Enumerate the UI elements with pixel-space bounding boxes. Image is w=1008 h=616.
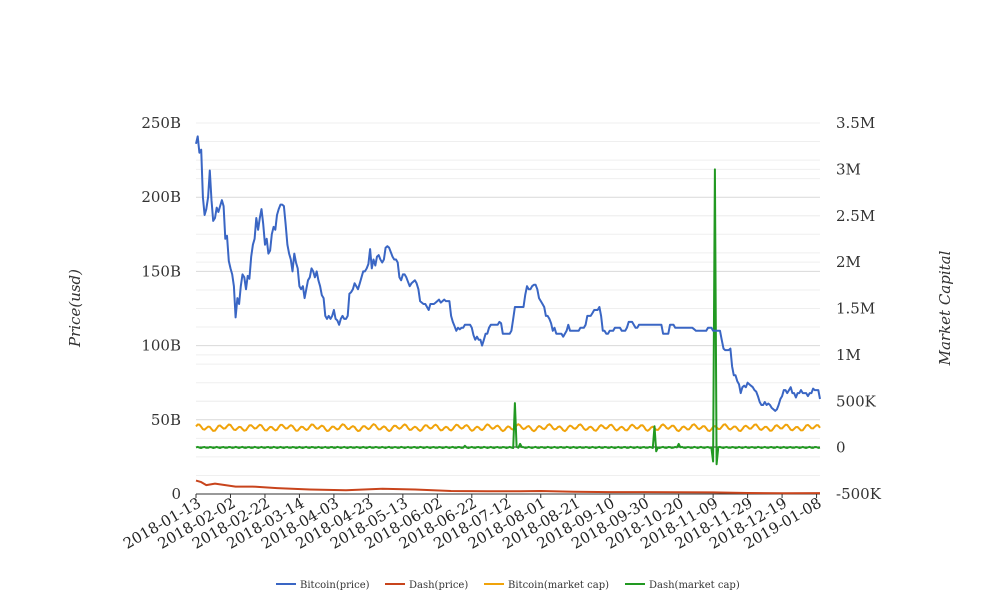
y-left-tick-label: 250B <box>141 114 181 132</box>
series-lines <box>195 135 821 495</box>
series-line-dash-market-cap <box>195 168 821 466</box>
legend-label: Dash(market cap) <box>649 580 740 591</box>
right-axis-ticks: -500K 0 500K 1M 1.5M 2M 2.5M 3M 3.5M <box>836 114 882 503</box>
legend: Bitcoin(price) Dash(price) Bitcoin(market … <box>276 580 740 591</box>
y-axis-left-title: Price(usd) <box>66 269 84 348</box>
y-left-tick-label: 0 <box>171 485 181 503</box>
legend-label: Bitcoin(price) <box>300 580 370 591</box>
series-line-dash-price <box>195 479 821 495</box>
gridlines <box>196 122 820 495</box>
y-right-tick-label: 0 <box>836 439 846 457</box>
left-axis-ticks: 0 50B 100B 150B 200B 250B <box>141 114 181 503</box>
y-right-tick-label: 1.5M <box>836 300 875 318</box>
y-axis-right-title: Market Capital <box>936 250 954 366</box>
x-axis-ticks: 2018-01-132018-02-022018-02-222018-03-14… <box>120 494 824 553</box>
y-right-tick-label: 3M <box>836 160 861 178</box>
y-right-tick-label: 2M <box>836 253 861 271</box>
legend-label: Dash(price) <box>409 580 468 591</box>
series-line-bitcoin-price <box>195 135 821 412</box>
y-right-tick-label: -500K <box>836 485 882 503</box>
y-right-tick-label: 3.5M <box>836 114 875 132</box>
y-right-tick-label: 500K <box>836 392 877 410</box>
legend-label: Bitcoin(market cap) <box>508 580 609 591</box>
y-left-tick-label: 50B <box>151 411 181 429</box>
y-right-tick-label: 1M <box>836 346 861 364</box>
y-left-tick-label: 150B <box>141 262 181 280</box>
y-left-tick-label: 200B <box>141 188 181 206</box>
series-line-bitcoin-market-cap <box>195 423 821 433</box>
y-left-tick-label: 100B <box>141 337 181 355</box>
y-right-tick-label: 2.5M <box>836 207 875 225</box>
